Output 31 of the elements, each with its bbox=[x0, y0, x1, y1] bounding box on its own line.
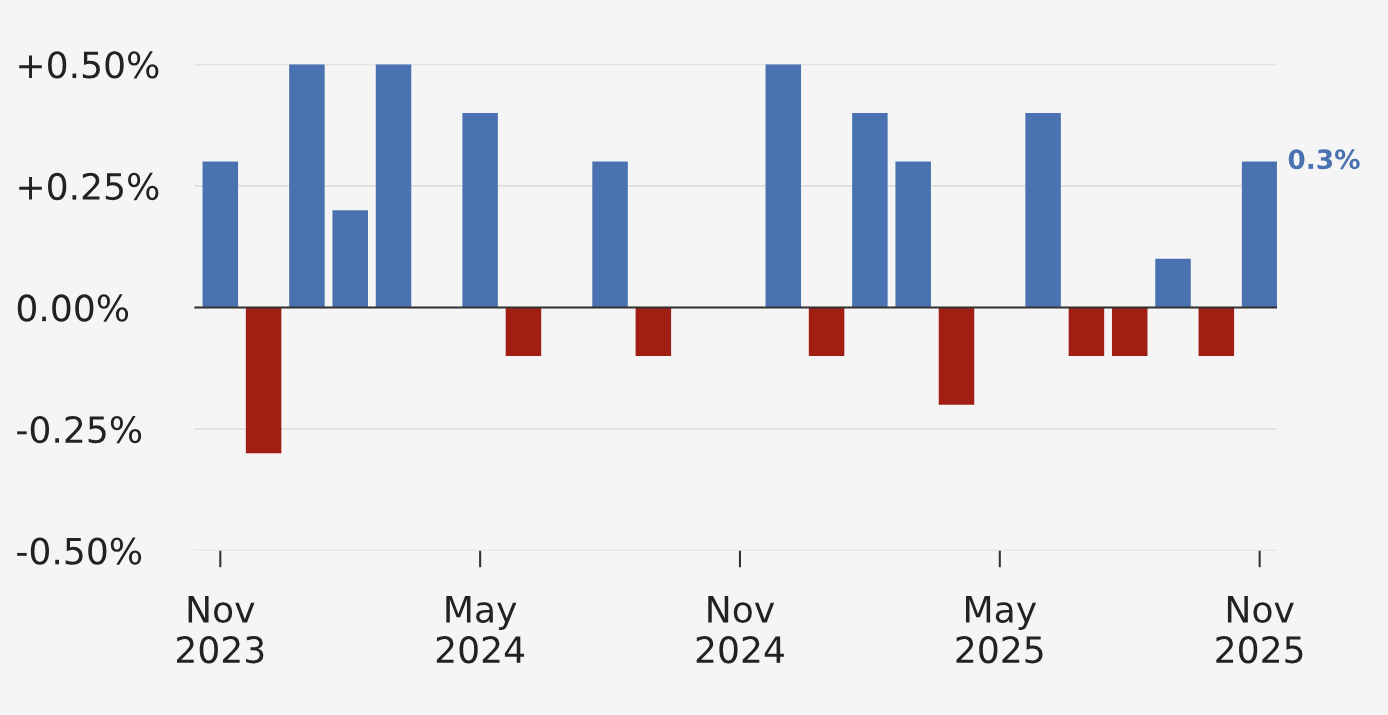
bar bbox=[505, 307, 542, 357]
bar bbox=[462, 112, 498, 308]
y-tick-label: 0.00% bbox=[17, 294, 129, 322]
y-tick-label: -0.50% bbox=[17, 537, 142, 565]
bar bbox=[592, 161, 628, 308]
x-tick-label: Nov 2023 bbox=[177, 596, 264, 664]
x-tick-label: May 2025 bbox=[956, 596, 1043, 664]
y-tick-label: +0.50% bbox=[19, 51, 159, 79]
bar bbox=[1155, 258, 1191, 308]
x-tick-label: May 2024 bbox=[436, 596, 525, 664]
bar bbox=[808, 307, 845, 357]
x-tick-label: Nov 2024 bbox=[696, 596, 784, 664]
bar bbox=[765, 64, 802, 308]
bar bbox=[938, 307, 975, 405]
bar bbox=[245, 307, 282, 454]
y-tick-label: -0.25% bbox=[17, 415, 142, 444]
bar bbox=[1025, 112, 1061, 308]
bar bbox=[1111, 307, 1148, 357]
annotation: 0.3% bbox=[1288, 149, 1360, 170]
bar bbox=[635, 307, 672, 357]
bar bbox=[852, 112, 888, 308]
x-tick-label: Nov 2025 bbox=[1216, 596, 1303, 664]
y-tick-label: +0.25% bbox=[19, 172, 159, 201]
bar bbox=[289, 64, 325, 308]
bar bbox=[1198, 307, 1235, 357]
bar bbox=[375, 64, 412, 308]
bar bbox=[895, 161, 931, 308]
bar bbox=[1068, 307, 1105, 357]
bar bbox=[1241, 161, 1277, 308]
bar bbox=[332, 210, 368, 308]
bar bbox=[202, 161, 239, 308]
